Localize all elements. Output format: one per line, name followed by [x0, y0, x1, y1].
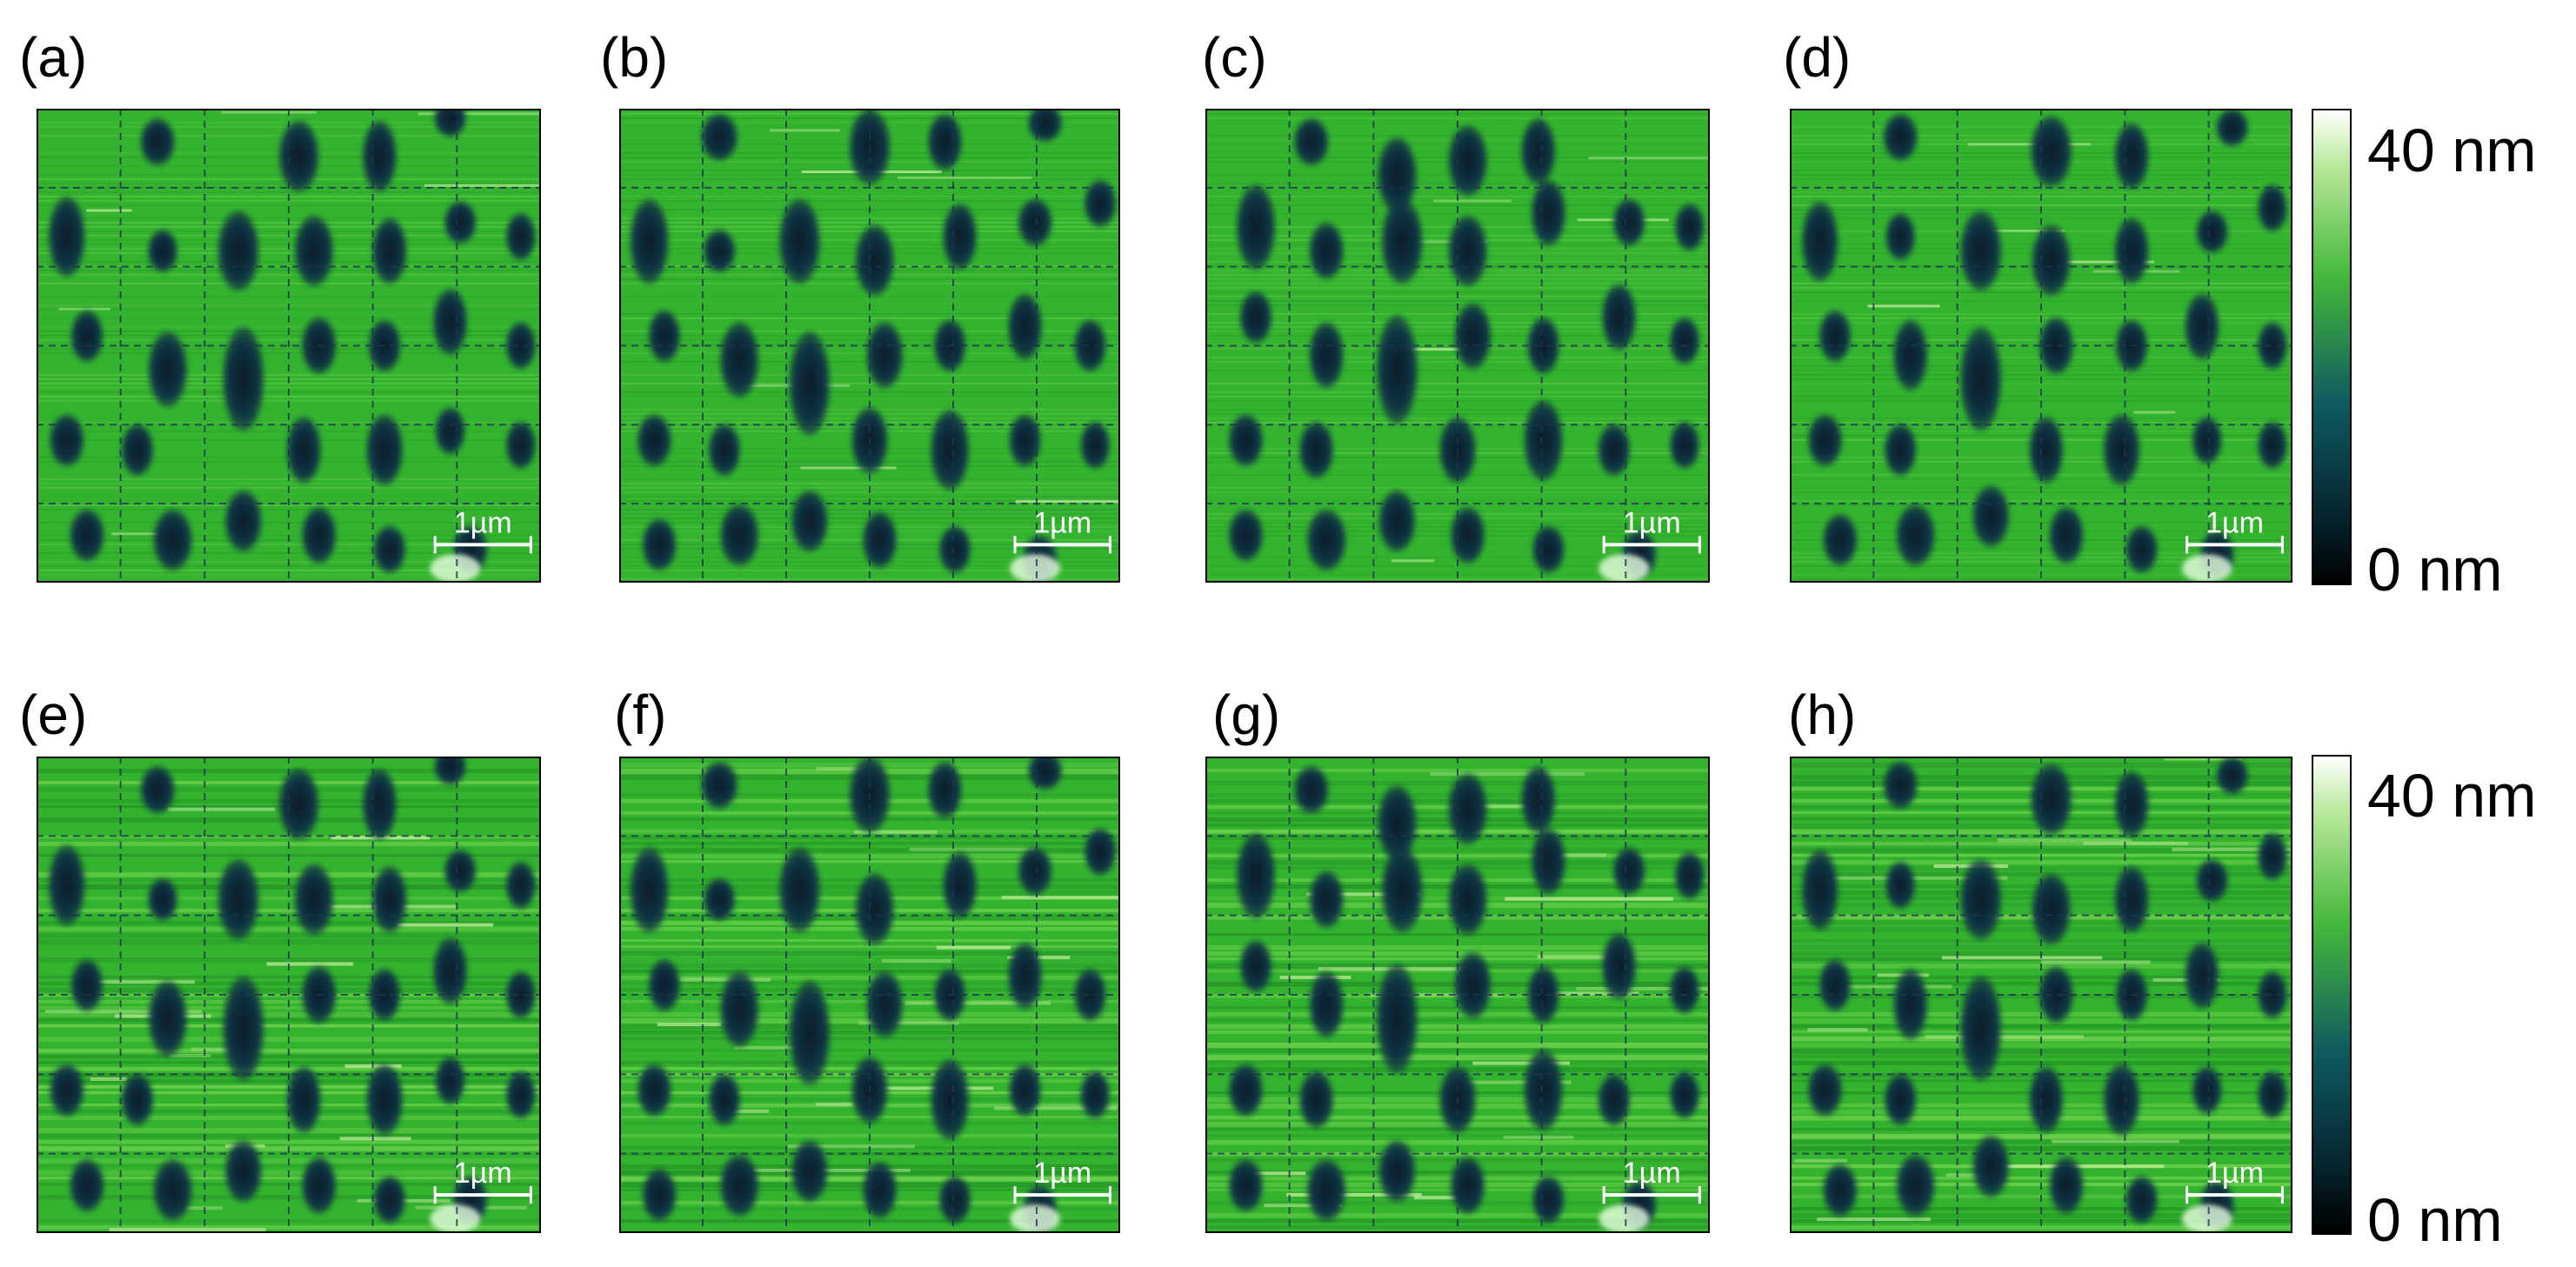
scale-bar-label: 1µm [1623, 1157, 1681, 1190]
colorbar-top-max-label: 40 nm [2367, 117, 2537, 184]
panel-label-e: (e) [19, 684, 88, 746]
grid-overlay [1790, 109, 2292, 583]
panel-label-f: (f) [614, 684, 667, 746]
grid-overlay [1205, 757, 1710, 1233]
afm-image-g: 1µm [1205, 757, 1710, 1233]
colorbar-top-min-label: 0 nm [2367, 536, 2503, 603]
grid-overlay [1790, 757, 2292, 1233]
scale-bar-label: 1µm [1033, 1157, 1091, 1190]
afm-image-b: 1µm [619, 109, 1120, 583]
scale-bar-label: 1µm [454, 506, 512, 539]
pore-pattern [1801, 109, 2288, 578]
panel-label-d: (d) [1783, 26, 1852, 89]
scale-bar-label: 1µm [454, 1157, 512, 1190]
panel-label-a: (a) [19, 26, 88, 89]
panel-label-c: (c) [1202, 26, 1267, 89]
afm-image-c: 1µm [1205, 109, 1710, 583]
afm-image-h: 1µm [1790, 757, 2292, 1233]
afm-image-e: 1µm [37, 757, 541, 1233]
grid-overlay [1205, 109, 1710, 583]
scale-bar-label: 1µm [1033, 506, 1091, 539]
colorbar-bottom [2312, 755, 2352, 1235]
grid-overlay [619, 757, 1120, 1233]
panel-label-b: (b) [600, 26, 669, 89]
panel-label-g: (g) [1212, 684, 1281, 746]
scale-bar-label: 1µm [1623, 506, 1681, 539]
pore-pattern [1228, 765, 1705, 1229]
grid-overlay [37, 757, 541, 1233]
pore-pattern [48, 109, 537, 574]
afm-image-f: 1µm [619, 757, 1120, 1233]
grid-overlay [37, 109, 541, 583]
scale-bar-label: 1µm [2206, 1157, 2264, 1190]
scale-bar-label: 1µm [2206, 506, 2264, 539]
afm-image-d: 1µm [1790, 109, 2292, 583]
colorbar-bottom-min-label: 0 nm [2367, 1186, 2503, 1254]
colorbar-bottom-max-label: 40 nm [2367, 762, 2537, 830]
panel-label-h: (h) [1788, 684, 1857, 746]
colorbar-top [2312, 109, 2352, 585]
grid-overlay [619, 109, 1120, 583]
afm-image-a: 1µm [37, 109, 541, 583]
